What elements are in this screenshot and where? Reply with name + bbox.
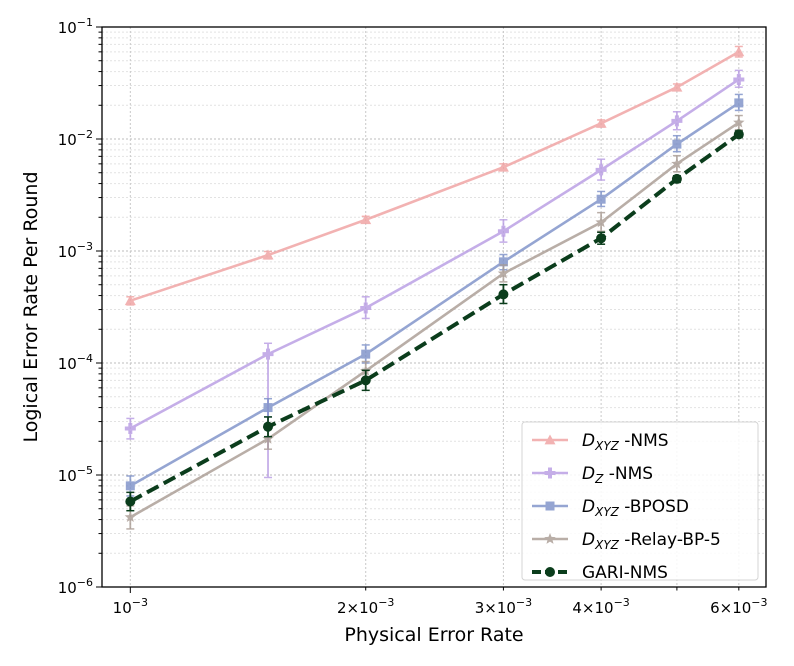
plot-frame: [101, 26, 767, 588]
series-group: [124, 69, 745, 479]
legend-item: [532, 533, 568, 544]
y-axis-label: Logical Error Rate Per Round: [20, 171, 42, 442]
data-point: [360, 214, 372, 225]
data-point: [733, 73, 745, 85]
data-point: [671, 173, 682, 184]
legend-label: DXYZ -NMS: [582, 431, 669, 453]
x-tick-label: 10−3: [113, 596, 148, 617]
data-point: [595, 216, 607, 228]
legend-label: DXYZ -BPOSD: [582, 497, 689, 519]
legend-swatch-marker: [545, 567, 555, 577]
data-point: [596, 194, 606, 204]
y-tick-label: 10−2: [58, 128, 93, 149]
legend-swatch-marker: [545, 501, 555, 511]
y-tick-label: 10−5: [58, 464, 93, 485]
data-point: [125, 496, 136, 507]
legend-swatch-marker: [544, 533, 556, 544]
data-point: [671, 157, 683, 169]
data-point: [124, 295, 136, 306]
data-point: [262, 348, 274, 360]
y-tick-label: 10−1: [58, 16, 93, 37]
legend-item: [532, 501, 568, 511]
data-point: [497, 161, 509, 172]
series-group: [124, 45, 745, 306]
data-point: [124, 511, 137, 523]
series-group: [125, 93, 744, 497]
data-point: [124, 423, 136, 435]
legend-label: GARI-NMS: [582, 563, 668, 583]
series-group: [125, 129, 744, 512]
legend-item: [532, 434, 568, 445]
legend-item: [532, 467, 568, 479]
data-point: [263, 403, 273, 413]
legend-box: [521, 421, 759, 581]
x-tick-label: 2×10−3: [337, 596, 394, 617]
data-point: [596, 233, 607, 244]
y-tick-label: 10−3: [58, 240, 93, 261]
legend-label: DZ -NMS: [582, 464, 653, 486]
series-line: [129, 78, 740, 430]
ticks: 10−6 10−5 10−4 10−3 10−2 10−1 10−3 2×10−3 3×10−3…: [58, 16, 768, 617]
data-point: [595, 117, 607, 128]
legend: DXYZ -NMS DZ -NMS DXYZ -BPOSD DXYZ -Relay-B…: [521, 421, 759, 583]
data-point: [672, 139, 682, 149]
data-point: [361, 349, 371, 359]
data-point: [360, 302, 372, 314]
data-point: [595, 164, 607, 176]
series-layer: [124, 45, 745, 530]
data-point: [671, 115, 683, 127]
series-line: [129, 50, 740, 302]
x-tick-label: 3×10−3: [475, 596, 532, 617]
data-point: [360, 375, 371, 386]
data-point: [734, 98, 744, 108]
x-tick-label: 4×10−3: [572, 596, 629, 617]
legend-label: DXYZ -Relay-BP-5: [582, 530, 721, 552]
data-point: [671, 81, 683, 92]
data-point: [498, 289, 509, 300]
y-tick-label: 10−6: [58, 576, 93, 597]
data-point: [733, 129, 744, 140]
data-point: [497, 225, 509, 237]
data-point: [498, 257, 508, 267]
x-tick-label: 6×10−3: [710, 596, 767, 617]
data-point: [125, 481, 135, 491]
legend-item: [532, 567, 568, 577]
data-point: [733, 116, 745, 128]
data-point: [497, 267, 510, 279]
x-axis-label: Physical Error Rate: [344, 624, 523, 646]
data-point: [733, 46, 745, 57]
data-point: [262, 249, 274, 260]
legend-swatch-marker: [544, 467, 556, 479]
y-tick-label: 10−4: [58, 352, 93, 373]
data-point: [263, 421, 274, 432]
legend-swatch-marker: [544, 434, 556, 445]
data-point: [262, 432, 274, 444]
